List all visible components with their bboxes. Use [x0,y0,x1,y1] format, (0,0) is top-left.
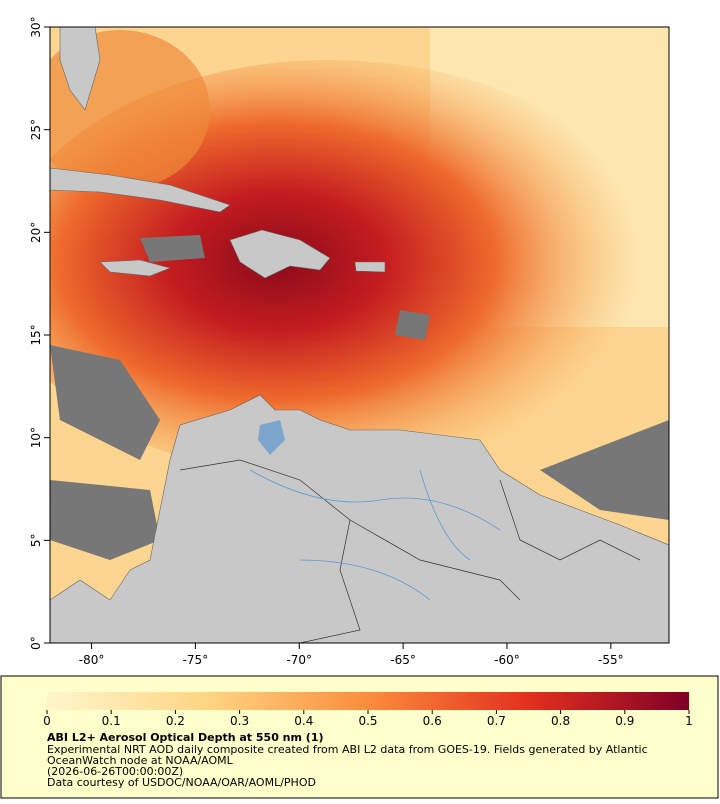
colorbar-tick-label: 0.8 [551,714,570,728]
y-tick-label: 15° [29,324,43,345]
aerosol-plume [50,60,660,480]
colorbar-tick-label: 0.7 [487,714,506,728]
cloud-mask [50,480,160,560]
caption: Experimental NRT AOD daily composite cre… [47,743,648,789]
y-tick-label: 25° [29,119,43,140]
map-area [50,27,669,643]
aerosol-patch [50,30,210,190]
y-tick-label: 10° [29,427,43,448]
y-tick-label: 5° [29,534,43,548]
lake-maracaibo [258,420,285,455]
borders [179,459,641,643]
colorbar-tick-label: 0.6 [423,714,442,728]
y-tick-label: 30° [29,16,43,37]
cuba [50,167,231,213]
y-tick-label: 20° [29,222,43,243]
cloud-mask [395,310,430,340]
caption-line: (2026-06-26T00:00:00Z) [47,765,183,778]
cloud-mask [50,345,160,460]
rivers [249,469,501,601]
x-tick-label: -75° [183,653,209,667]
caption-line: Experimental NRT AOD daily composite cre… [47,743,648,756]
colorbar-tick-label: 0.4 [294,714,313,728]
cloud-mask [140,235,205,262]
colorbar-tick-label: 0.5 [358,714,377,728]
caption-line: OceanWatch node at NOAA/AOML [47,754,234,767]
y-tick-label: 0° [29,636,43,650]
colorbar-tick-label: 0.3 [230,714,249,728]
x-tick-label: -70° [286,653,312,667]
hispaniola [229,229,331,279]
colorbar [47,692,689,710]
colorbar-tick-label: 0.1 [102,714,121,728]
colorbar-tick-label: 0.9 [615,714,634,728]
florida [59,27,101,111]
caption-line: Data courtesy of USDOC/NOAA/OAR/AOML/PHO… [47,776,316,789]
puerto-rico [354,261,386,273]
colorbar-tick-label: 0.2 [166,714,185,728]
cloud-mask [540,420,669,520]
colorbar-tick-label: 1 [685,714,693,728]
colorbar-title: ABI L2+ Aerosol Optical Depth at 550 nm … [47,731,324,744]
jamaica [99,259,171,277]
south-america [50,394,669,643]
colorbar-tick-label: 0 [43,714,51,728]
x-tick-label: -80° [79,653,105,667]
x-tick-label: -65° [390,653,416,667]
x-tick-label: -60° [494,653,520,667]
x-tick-label: -55° [598,653,624,667]
